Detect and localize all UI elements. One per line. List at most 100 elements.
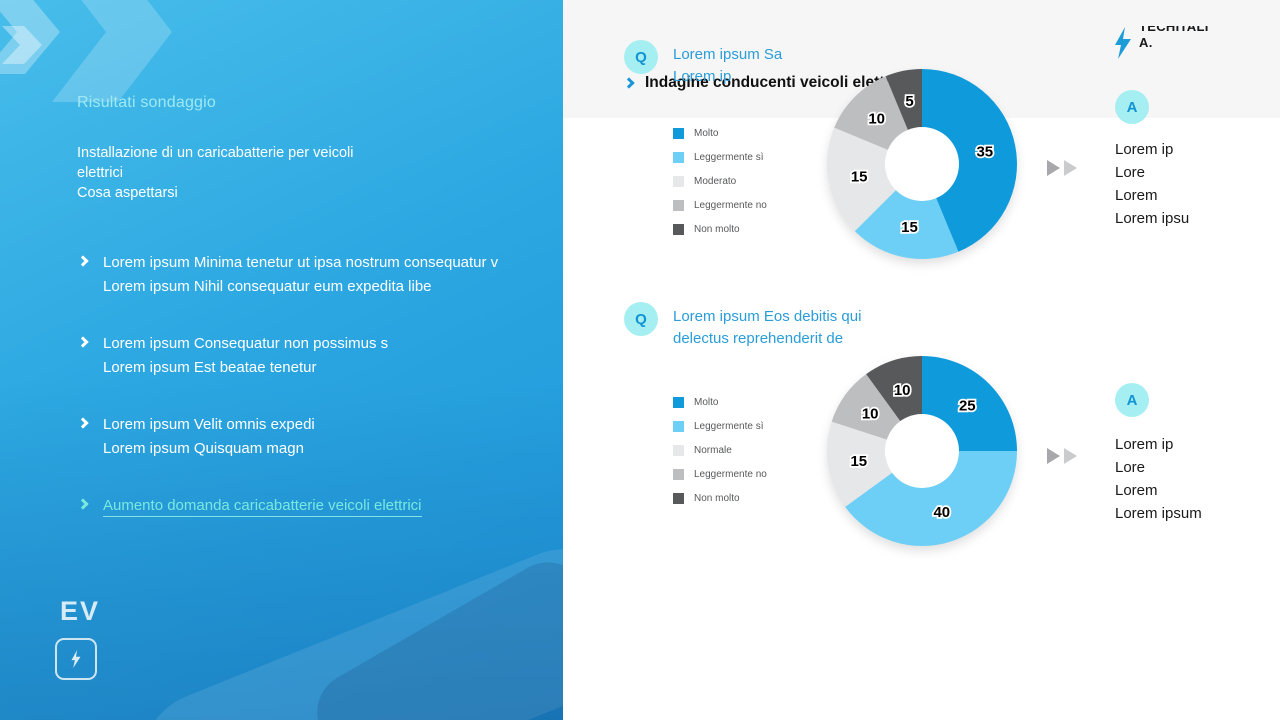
arrow-separator	[1047, 448, 1081, 464]
answer-text: Lorem ip Lore Lorem Lorem ipsu	[1115, 138, 1189, 230]
legend-item: Moderato	[673, 169, 833, 193]
donut-slice	[845, 451, 1017, 547]
donut-hole	[885, 414, 959, 488]
bullet-text: Lorem ipsum Minima tenetur ut ipsa nostr…	[103, 254, 499, 271]
arrow-right-icon	[1047, 160, 1060, 176]
donut-chart-1: 35 15 15 10 5	[826, 69, 1017, 260]
chevron-bullet-icon	[77, 498, 89, 510]
bullet-item: Lorem ipsum Velit omnis expedi Lorem ips…	[77, 413, 547, 461]
question-badge: Q	[624, 40, 658, 74]
donut-slice	[922, 69, 1017, 252]
slice-value-label: 35	[976, 144, 993, 161]
legend-item: Non molto	[673, 486, 833, 510]
legend-label: Moderato	[694, 175, 737, 187]
subtitle-line: Cosa aspettarsi	[77, 185, 178, 201]
donut-slice	[826, 127, 922, 232]
legend-label: Leggermente sì	[694, 151, 764, 163]
photo-overlay	[0, 380, 563, 720]
legend-swatch	[673, 396, 684, 408]
answer-line: Lorem ipsu	[1115, 210, 1190, 227]
legend-label: Molto	[694, 127, 719, 139]
slice-value-label: 5	[905, 93, 913, 110]
ev-charger-sign-icon	[55, 638, 97, 680]
answer-line: Lorem ipsum	[1115, 505, 1202, 522]
logo-text: TECHITALI A.	[1139, 26, 1209, 62]
legend-swatch	[673, 175, 684, 187]
question-title: Lorem ipsum Eos debitis qui delectus rep…	[673, 306, 861, 350]
legend-item: Leggermente sì	[673, 145, 833, 169]
answer-line: Lorem	[1115, 187, 1158, 204]
chart-legend: Molto Leggermente sì Normale Leggermente no…	[673, 390, 833, 510]
slice-value-label: 25	[959, 398, 976, 415]
legend-swatch	[673, 420, 684, 432]
slice-value-label: 15	[851, 169, 868, 186]
header-title-row: Indagine conducenti veicoli elettrici	[623, 74, 908, 92]
slice-value-label: 10	[868, 111, 885, 128]
decor-chevron-shape	[52, 0, 172, 102]
question-title-line: Lorem ipsum Eos debitis qui	[673, 308, 862, 325]
bullet-text: Lorem ipsum Consequatur non possimus s	[103, 335, 389, 352]
legend-label: Non molto	[694, 492, 740, 504]
arrow-right-icon	[1064, 448, 1077, 464]
legend-swatch	[673, 492, 684, 504]
donut-hole	[885, 127, 959, 201]
arrow-right-icon	[1047, 448, 1060, 464]
legend-swatch	[673, 199, 684, 211]
legend-swatch	[673, 223, 684, 235]
chevron-bullet-icon	[77, 255, 89, 267]
legend-item: Molto	[673, 121, 833, 145]
legend-swatch	[673, 151, 684, 163]
answer-badge: A	[1115, 90, 1149, 124]
donut-slice	[826, 421, 922, 507]
chevron-bullet-icon	[77, 336, 89, 348]
answer-text: Lorem ip Lore Lorem Lorem ipsum	[1115, 433, 1202, 525]
left-panel: Risultati sondaggio Installazione di un …	[0, 0, 563, 720]
chart-legend: Molto Leggermente sì Moderato Leggermente n…	[673, 121, 833, 241]
legend-item: Leggermente sì	[673, 414, 833, 438]
right-panel: Indagine conducenti veicoli elettrici TE…	[563, 0, 1280, 720]
bullet-text: Lorem ipsum Nihil consequatur eum expedi…	[103, 278, 432, 295]
question-badge: Q	[624, 302, 658, 336]
legend-item: Leggermente no	[673, 462, 833, 486]
subtitle-line: elettrici	[77, 165, 123, 181]
legend-swatch	[673, 468, 684, 480]
arrow-separator	[1047, 160, 1081, 176]
bullet-text: Lorem ipsum Velit omnis expedi	[103, 416, 315, 433]
bullet-item: Lorem ipsum Consequatur non possimus s L…	[77, 332, 547, 380]
slide-subtitle: Installazione di un caricabatterie per v…	[77, 143, 507, 203]
legend-item: Non molto	[673, 217, 833, 241]
logo: TECHITALI A.	[1113, 26, 1209, 62]
legend-label: Normale	[694, 444, 732, 456]
slice-value-label: 15	[901, 219, 918, 236]
question-title-line: Lorem ipsum Sa	[673, 46, 783, 63]
legend-item: Molto	[673, 390, 833, 414]
bullet-list: Lorem ipsum Minima tenetur ut ipsa nostr…	[77, 251, 547, 551]
legend-swatch	[673, 444, 684, 456]
subtitle-line: Installazione di un caricabatterie per v…	[77, 145, 354, 161]
bullet-text: Lorem ipsum Est beatae tenetur	[103, 359, 317, 376]
answer-line: Lorem	[1115, 482, 1158, 499]
answer-line: Lorem ip	[1115, 141, 1174, 158]
bullet-item: Lorem ipsum Minima tenetur ut ipsa nostr…	[77, 251, 547, 299]
bullet-item-link: Aumento domanda caricabatterie veicoli e…	[77, 494, 547, 518]
legend-label: Leggermente no	[694, 199, 767, 211]
legend-label: Leggermente no	[694, 468, 767, 480]
question-title: Lorem ipsum Sa Lorem ip	[673, 44, 782, 88]
ev-sign-text: EV	[60, 596, 101, 626]
highlighted-link[interactable]: Aumento domanda caricabatterie veicoli e…	[103, 497, 422, 517]
arrow-right-icon	[1064, 160, 1077, 176]
bullet-text: Lorem ipsum Quisquam magn	[103, 440, 304, 457]
bolt-icon	[71, 650, 81, 668]
bolt-logo-icon	[1115, 27, 1131, 59]
slide-kicker: Risultati sondaggio	[77, 94, 216, 111]
legend-item: Leggermente no	[673, 193, 833, 217]
chevron-bullet-icon	[77, 417, 89, 429]
donut-chart-2: 25 40 15 10 10	[826, 356, 1017, 547]
slice-value-label: 40	[933, 504, 950, 521]
logo-line-2: A.	[1139, 35, 1153, 50]
logo-line-1: TECHITALI	[1139, 26, 1209, 34]
question-title-line: Lorem ip	[673, 68, 732, 85]
legend-label: Leggermente sì	[694, 420, 764, 432]
question-title-line: delectus reprehenderit de	[673, 330, 844, 347]
